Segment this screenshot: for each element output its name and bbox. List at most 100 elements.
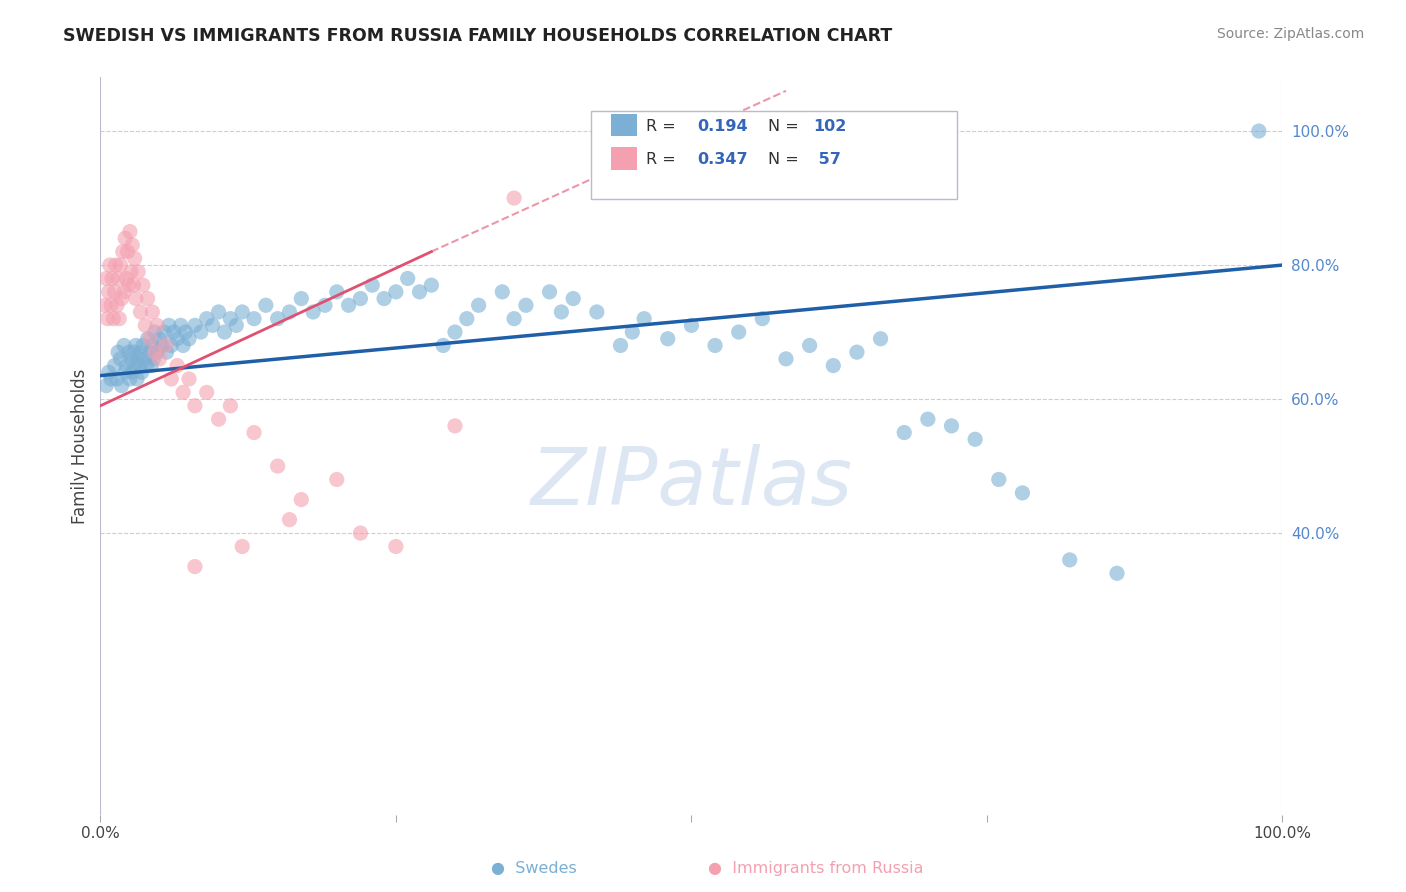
FancyBboxPatch shape <box>591 111 957 199</box>
Point <box>139 332 162 346</box>
Point <box>562 292 585 306</box>
Text: 0.194: 0.194 <box>697 120 748 135</box>
Point <box>118 225 141 239</box>
Point <box>231 540 253 554</box>
Point <box>491 285 513 299</box>
Point <box>121 365 143 379</box>
Point <box>96 378 118 392</box>
Point <box>97 285 120 299</box>
Point <box>131 365 153 379</box>
Point <box>111 378 134 392</box>
Point <box>146 345 169 359</box>
Point <box>633 311 655 326</box>
Point <box>373 292 395 306</box>
Point <box>254 298 277 312</box>
Point <box>100 298 122 312</box>
Point <box>112 338 135 352</box>
Point <box>96 311 118 326</box>
Point <box>195 385 218 400</box>
Point <box>127 351 149 366</box>
Point <box>111 244 134 259</box>
Point <box>125 372 148 386</box>
Point <box>965 432 987 446</box>
Point <box>1105 566 1128 581</box>
Point <box>141 359 163 373</box>
Point <box>219 311 242 326</box>
Point <box>150 338 173 352</box>
Point <box>243 425 266 440</box>
Point <box>172 385 194 400</box>
Point <box>420 278 443 293</box>
Text: R =: R = <box>647 153 682 168</box>
Point <box>290 292 312 306</box>
Point <box>396 271 419 285</box>
Point <box>108 311 131 326</box>
Point <box>115 271 138 285</box>
Text: ZIPatlas: ZIPatlas <box>530 444 852 522</box>
Text: 57: 57 <box>813 153 841 168</box>
Point <box>97 365 120 379</box>
Point <box>727 325 749 339</box>
Text: R =: R = <box>647 120 682 135</box>
Point <box>146 318 169 333</box>
Point <box>96 271 118 285</box>
Point <box>432 338 454 352</box>
Point <box>153 325 176 339</box>
Point <box>266 311 288 326</box>
Point <box>349 526 371 541</box>
Point <box>266 459 288 474</box>
Point <box>132 338 155 352</box>
Point <box>704 338 727 352</box>
Point <box>190 325 212 339</box>
Point <box>120 265 142 279</box>
Point <box>114 365 136 379</box>
Point <box>503 311 526 326</box>
Bar <box>612 147 637 169</box>
Text: N =: N = <box>768 153 804 168</box>
Point <box>115 359 138 373</box>
Point <box>114 231 136 245</box>
Point <box>166 332 188 346</box>
Point <box>160 338 183 352</box>
Point <box>609 338 631 352</box>
Point <box>105 372 128 386</box>
Point <box>111 292 134 306</box>
Point <box>278 513 301 527</box>
Point <box>118 345 141 359</box>
Point <box>98 258 121 272</box>
Text: 0.347: 0.347 <box>697 153 748 168</box>
Point <box>456 311 478 326</box>
Point <box>122 345 145 359</box>
Point <box>134 318 156 333</box>
Point <box>1059 553 1081 567</box>
Point <box>141 305 163 319</box>
Point <box>177 332 200 346</box>
Point <box>121 238 143 252</box>
Point <box>515 298 537 312</box>
Point <box>135 359 157 373</box>
Point <box>845 345 868 359</box>
Point <box>101 271 124 285</box>
Point <box>163 325 186 339</box>
Point <box>326 285 349 299</box>
Y-axis label: Family Households: Family Households <box>72 368 89 524</box>
Point <box>125 338 148 352</box>
Point <box>184 399 207 413</box>
Point <box>174 325 197 339</box>
Point <box>225 318 247 333</box>
Point <box>823 359 845 373</box>
Point <box>177 372 200 386</box>
Point <box>128 359 150 373</box>
Point <box>142 351 165 366</box>
Bar <box>612 113 637 136</box>
Point <box>120 351 142 366</box>
Point <box>107 345 129 359</box>
Point <box>127 265 149 279</box>
Point <box>214 325 236 339</box>
Point <box>117 244 139 259</box>
Point <box>136 332 159 346</box>
Point <box>129 305 152 319</box>
Point <box>869 332 891 346</box>
Point <box>657 332 679 346</box>
Point <box>103 359 125 373</box>
